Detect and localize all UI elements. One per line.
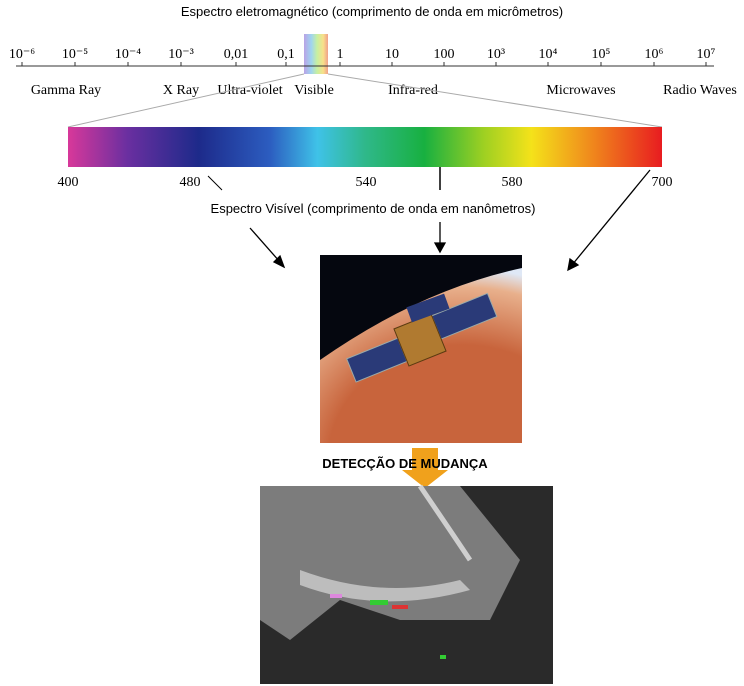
band-label: Ultra-violet (217, 83, 282, 98)
visible-band (304, 34, 328, 74)
scale-tick-label: 10⁷ (697, 47, 716, 62)
band-label: Radio Waves (663, 83, 737, 98)
scale-tick-label: 10⁵ (592, 47, 611, 62)
band-label: Gamma Ray (31, 83, 101, 98)
scale-tick-label: 1 (337, 47, 344, 62)
scale-tick-label: 10⁻⁴ (115, 47, 141, 62)
detection-label: DETECÇÃO DE MUDANÇA (322, 456, 488, 471)
aerial-image (260, 486, 553, 684)
zoom-line (68, 74, 304, 127)
diagram: Espectro eletromagnético (comprimento de… (0, 0, 744, 686)
band-label: X Ray (163, 83, 199, 98)
visible-title: Espectro Visível (comprimento de onda em… (211, 201, 536, 216)
scale-tick-label: 10 (385, 47, 399, 62)
visible-tick-label: 700 (652, 175, 673, 190)
scale-tick-label: 0,1 (277, 47, 295, 62)
visible-spectrum-bar (68, 127, 662, 167)
zoom-line (328, 74, 662, 127)
visible-tick-label: 580 (502, 175, 523, 190)
spectrum-title: Espectro eletromagnético (comprimento de… (181, 4, 563, 19)
scale-tick-label: 10⁴ (539, 47, 558, 62)
stroke (208, 176, 222, 190)
scale-tick-label: 10⁻³ (168, 47, 194, 62)
satellite-image (320, 255, 522, 443)
scale-tick-label: 10³ (487, 47, 505, 62)
visible-tick-label: 540 (356, 175, 377, 190)
visible-tick-label: 480 (180, 175, 201, 190)
band-label: Microwaves (546, 83, 615, 98)
scale-tick-label: 10⁻⁶ (9, 47, 35, 62)
scale-tick-label: 100 (434, 47, 455, 62)
visible-tick-label: 400 (58, 175, 79, 190)
scale-tick-label: 0,01 (224, 47, 249, 62)
scale-tick-label: 10⁶ (645, 47, 664, 62)
scale-tick-label: 10⁻⁵ (62, 47, 88, 62)
band-label: Visible (294, 83, 334, 98)
